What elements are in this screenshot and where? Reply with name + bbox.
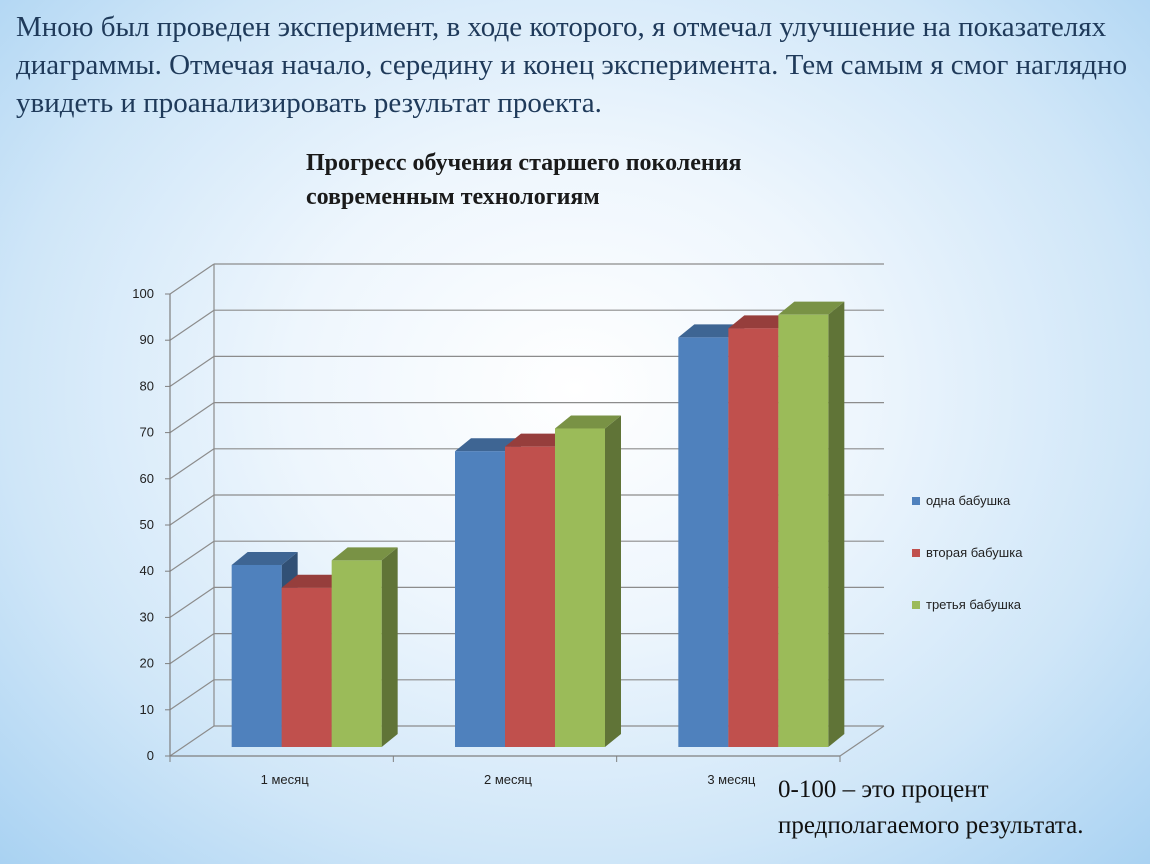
y-tick-label: 90 bbox=[140, 332, 154, 347]
bar bbox=[331, 560, 382, 747]
bar bbox=[281, 587, 332, 747]
y-tick-label: 10 bbox=[140, 702, 154, 717]
bar-top bbox=[231, 551, 298, 565]
x-tick-label: 2 месяц bbox=[484, 772, 533, 787]
bar-top bbox=[678, 324, 745, 338]
intro-text: Мною был проведен эксперимент, в ходе ко… bbox=[16, 11, 1128, 119]
gridline-side bbox=[169, 448, 215, 480]
gridline-side bbox=[169, 355, 215, 387]
y-tick-label: 40 bbox=[140, 563, 154, 578]
gridline-side bbox=[169, 633, 215, 665]
y-tick-label: 0 bbox=[147, 748, 154, 763]
bar-top bbox=[728, 315, 795, 329]
y-tick-label: 20 bbox=[140, 656, 154, 671]
x-tick-label: 1 месяц bbox=[261, 772, 310, 787]
gridline-side bbox=[169, 540, 215, 572]
bar bbox=[778, 314, 829, 747]
y-tick-label: 30 bbox=[140, 609, 154, 624]
legend-label: вторая бабушка bbox=[926, 545, 1023, 560]
bar-side bbox=[828, 301, 845, 747]
gridline-side bbox=[169, 586, 215, 618]
bar-top bbox=[778, 301, 845, 315]
y-tick-label: 60 bbox=[140, 471, 154, 486]
gridline-side bbox=[169, 494, 215, 526]
y-tick-label: 100 bbox=[132, 286, 154, 301]
y-tick-label: 80 bbox=[140, 378, 154, 393]
bar bbox=[505, 446, 555, 747]
bar-top bbox=[505, 433, 571, 447]
legend-swatch bbox=[912, 549, 920, 557]
bar-top bbox=[455, 438, 521, 452]
legend-swatch bbox=[912, 497, 920, 505]
bar-side bbox=[605, 415, 621, 747]
y-tick-label: 70 bbox=[140, 425, 154, 440]
legend-swatch bbox=[912, 601, 920, 609]
legend-label: одна бабушка bbox=[926, 493, 1011, 508]
legend-label: третья бабушка bbox=[926, 597, 1022, 612]
bar-top bbox=[281, 574, 348, 588]
bar-top bbox=[555, 415, 621, 429]
bar-top bbox=[331, 547, 398, 561]
floor-edge bbox=[839, 725, 885, 757]
bar bbox=[555, 428, 605, 747]
chart-title: Прогресс обучения старшего поколения сов… bbox=[306, 150, 742, 210]
bar bbox=[231, 564, 282, 747]
scale-note: 0-100 – это процент предполагаемого резу… bbox=[778, 776, 1084, 839]
gridline-side bbox=[169, 309, 215, 341]
bar bbox=[728, 328, 779, 747]
x-tick-label: 3 месяц bbox=[707, 772, 756, 787]
bar bbox=[678, 337, 729, 747]
bar bbox=[455, 451, 505, 747]
gridline-side bbox=[169, 725, 215, 757]
gridline-side bbox=[169, 402, 215, 434]
y-tick-label: 50 bbox=[140, 517, 154, 532]
gridline-side bbox=[169, 679, 215, 711]
gridline-side bbox=[169, 263, 215, 295]
bar-side bbox=[381, 547, 398, 747]
